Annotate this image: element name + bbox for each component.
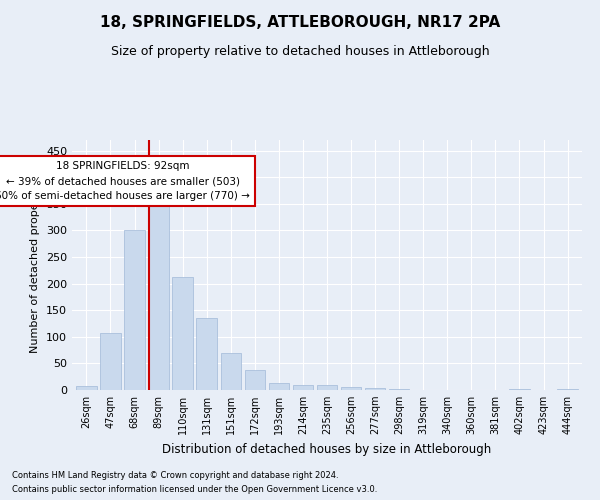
Text: 18 SPRINGFIELDS: 92sqm
← 39% of detached houses are smaller (503)
60% of semi-de: 18 SPRINGFIELDS: 92sqm ← 39% of detached… <box>0 162 250 201</box>
Text: Contains public sector information licensed under the Open Government Licence v3: Contains public sector information licen… <box>12 486 377 494</box>
Text: 18, SPRINGFIELDS, ATTLEBOROUGH, NR17 2PA: 18, SPRINGFIELDS, ATTLEBOROUGH, NR17 2PA <box>100 15 500 30</box>
Bar <box>221 354 241 390</box>
Text: Contains HM Land Registry data © Crown copyright and database right 2024.: Contains HM Land Registry data © Crown c… <box>12 470 338 480</box>
Bar <box>317 385 337 390</box>
Bar <box>293 385 313 390</box>
Text: Size of property relative to detached houses in Attleborough: Size of property relative to detached ho… <box>110 45 490 58</box>
Bar <box>76 386 97 390</box>
Bar <box>172 277 193 390</box>
Bar <box>509 389 530 390</box>
Bar <box>196 318 217 390</box>
Y-axis label: Number of detached properties: Number of detached properties <box>31 178 40 352</box>
Bar <box>245 370 265 390</box>
Bar <box>365 388 385 390</box>
X-axis label: Distribution of detached houses by size in Attleborough: Distribution of detached houses by size … <box>163 442 491 456</box>
Bar <box>557 389 578 390</box>
Bar <box>148 198 169 390</box>
Bar <box>341 387 361 390</box>
Bar <box>269 383 289 390</box>
Bar <box>124 230 145 390</box>
Bar <box>100 332 121 390</box>
